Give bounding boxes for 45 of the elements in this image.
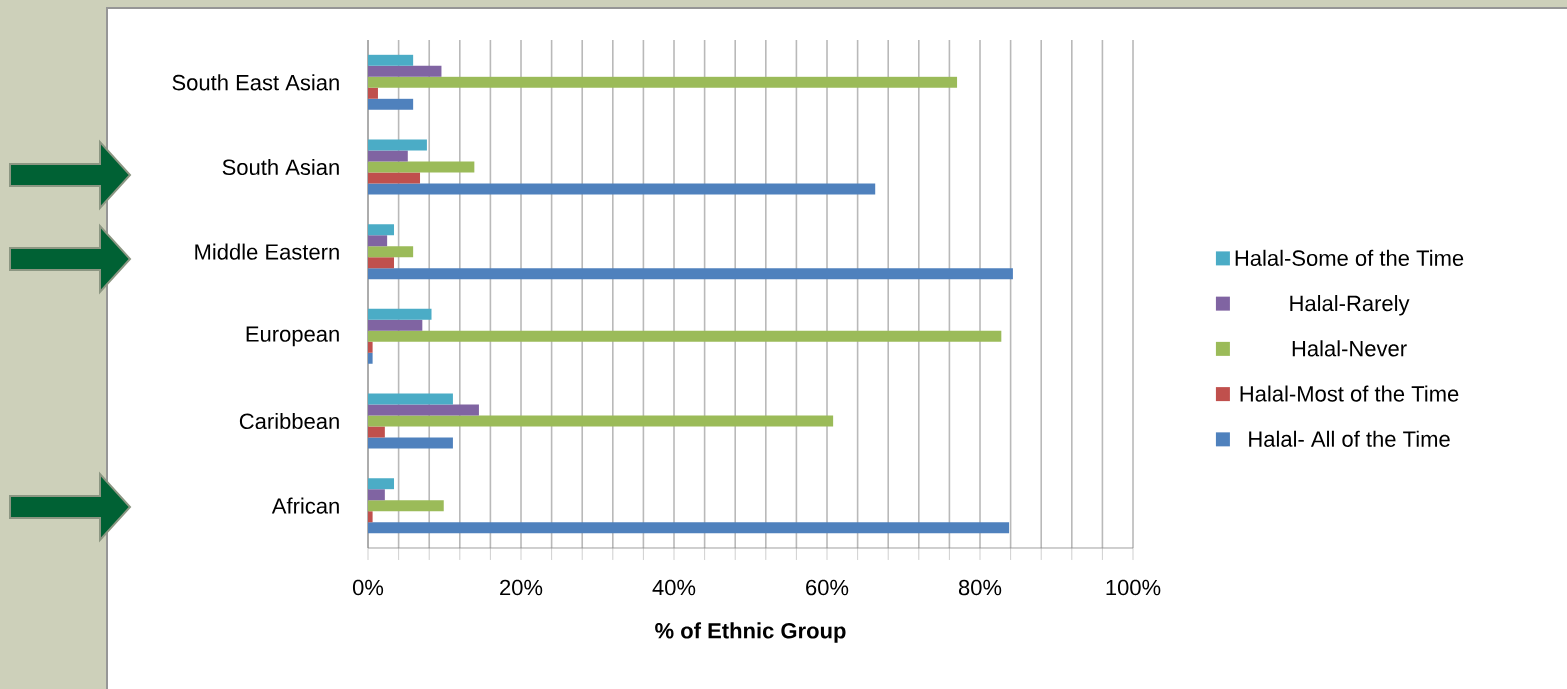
x-tick-label: 80%: [958, 579, 1002, 596]
bar: [368, 308, 432, 320]
bar: [368, 426, 385, 438]
y-tick-label: African: [271, 497, 339, 514]
x-tick-label: 100%: [1106, 579, 1161, 596]
bar: [368, 437, 453, 449]
bar: [368, 246, 414, 258]
bar: [368, 415, 834, 427]
legend-label: Halal- All of the Time: [1249, 430, 1450, 447]
bar: [368, 183, 876, 195]
bar: [368, 319, 423, 331]
legend-label: Halal-Some of the Time: [1235, 249, 1464, 266]
bar: [368, 257, 395, 269]
x-tick-label: 60%: [806, 579, 849, 596]
bar: [368, 500, 444, 512]
bar: [368, 489, 385, 501]
text: Halal-Rarely: [1290, 295, 1410, 316]
bar: [368, 98, 414, 110]
bar: [368, 150, 408, 162]
bar: [368, 139, 427, 151]
bar: [368, 65, 442, 77]
bar: [368, 235, 388, 247]
y-tick-label: South Asian: [222, 158, 339, 176]
y-tick-label: South East Asian: [172, 74, 339, 91]
bar: [368, 522, 1010, 534]
y-tick-label: Caribbean: [239, 412, 339, 430]
x-axis-title: % of Ethnic Group: [655, 622, 846, 643]
bar: [368, 268, 1013, 280]
bar: [368, 330, 1002, 342]
bar: [368, 76, 958, 88]
bar: [368, 393, 453, 405]
x-tick-label: 40%: [652, 579, 696, 596]
bar: [368, 404, 479, 416]
bar: [368, 172, 421, 184]
y-tick-label: European: [246, 326, 339, 347]
x-tick-label: 0%: [352, 579, 384, 596]
y-tick-label: Middle Eastern: [195, 243, 339, 260]
legend-label: Halal-Most of the Time: [1240, 385, 1459, 402]
bar: [368, 161, 475, 173]
bar: [368, 87, 378, 99]
bar: [368, 224, 395, 236]
bar: [368, 54, 414, 66]
text: Halal-Never: [1292, 340, 1407, 357]
bar: [368, 478, 395, 490]
x-tick-label: 20%: [500, 579, 543, 596]
